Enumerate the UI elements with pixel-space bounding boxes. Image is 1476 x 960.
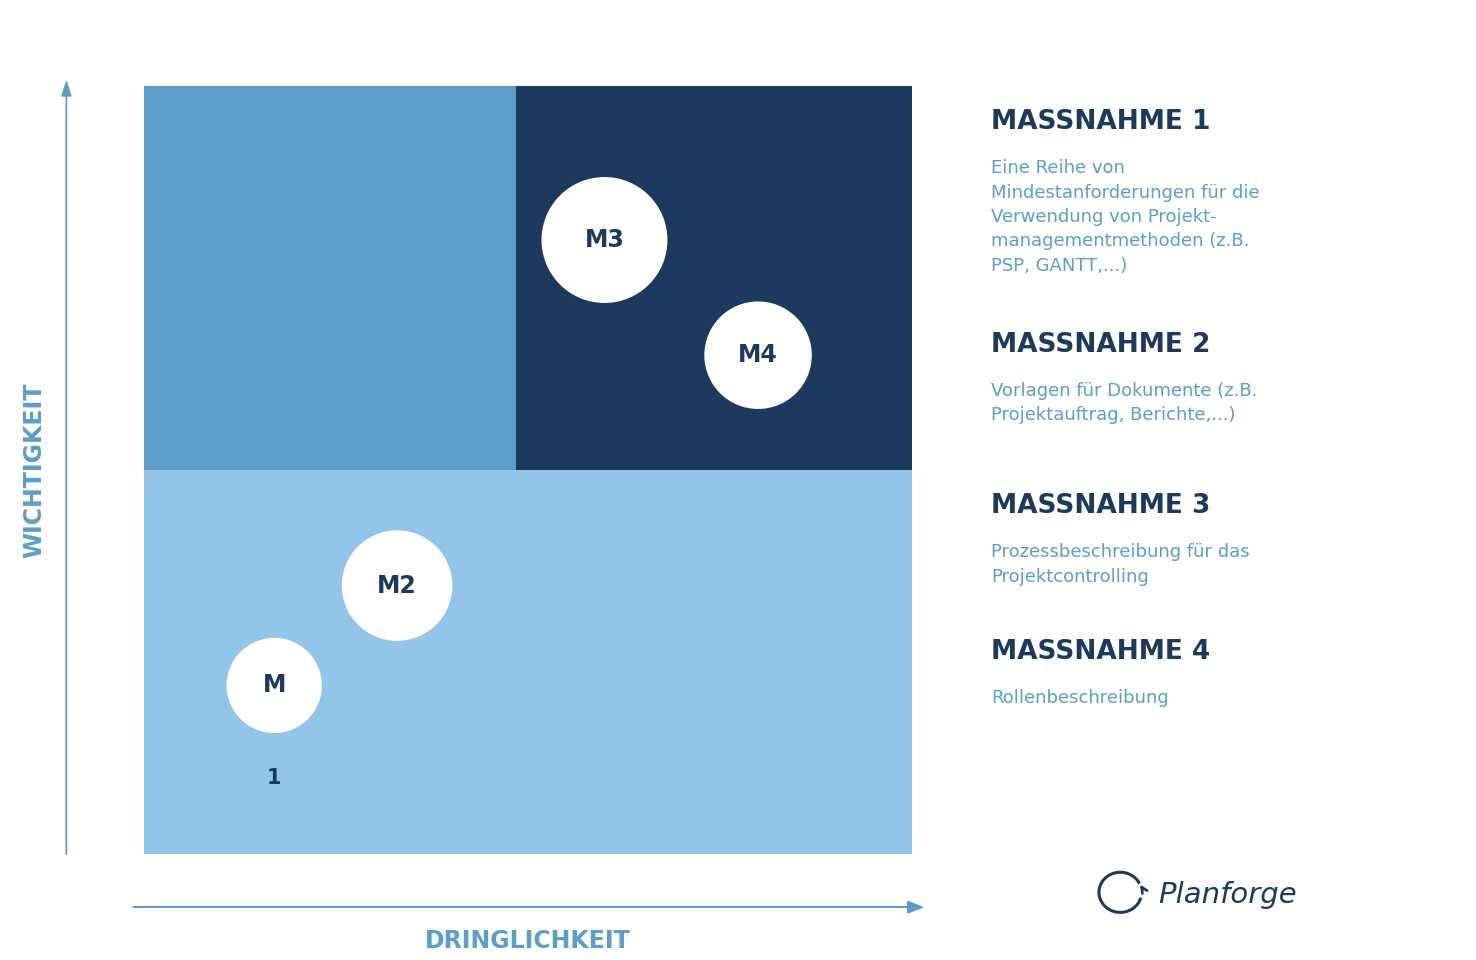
Text: Planforge: Planforge xyxy=(1159,880,1297,909)
Text: MASSNAHME 1: MASSNAHME 1 xyxy=(990,109,1210,135)
Circle shape xyxy=(227,637,322,733)
Bar xyxy=(517,86,912,470)
Text: Rollenbeschreibung: Rollenbeschreibung xyxy=(990,689,1169,708)
Text: Vorlagen für Dokumente (z.B.
Projektauftrag, Berichte,...): Vorlagen für Dokumente (z.B. Projektauft… xyxy=(990,382,1258,424)
Text: M3: M3 xyxy=(584,228,624,252)
Text: 1: 1 xyxy=(267,768,282,787)
Bar xyxy=(143,86,517,470)
Text: DRINGLICHKEIT: DRINGLICHKEIT xyxy=(425,929,630,952)
Text: MASSNAHME 3: MASSNAHME 3 xyxy=(990,493,1210,519)
Circle shape xyxy=(704,301,812,409)
Text: Eine Reihe von
Mindestanforderungen für die
Verwendung von Projekt-
managementme: Eine Reihe von Mindestanforderungen für … xyxy=(990,159,1259,275)
Text: M2: M2 xyxy=(378,574,418,597)
Circle shape xyxy=(342,530,453,641)
Text: M: M xyxy=(263,674,286,697)
Text: M4: M4 xyxy=(738,343,778,367)
Text: MASSNAHME 2: MASSNAHME 2 xyxy=(990,332,1210,358)
Text: MASSNAHME 4: MASSNAHME 4 xyxy=(990,639,1210,665)
Text: WICHTIGKEIT: WICHTIGKEIT xyxy=(22,383,46,558)
Bar xyxy=(143,470,517,854)
Text: Prozessbeschreibung für das
Projektcontrolling: Prozessbeschreibung für das Projektcontr… xyxy=(990,543,1250,586)
Bar xyxy=(517,470,912,854)
Circle shape xyxy=(542,177,667,303)
